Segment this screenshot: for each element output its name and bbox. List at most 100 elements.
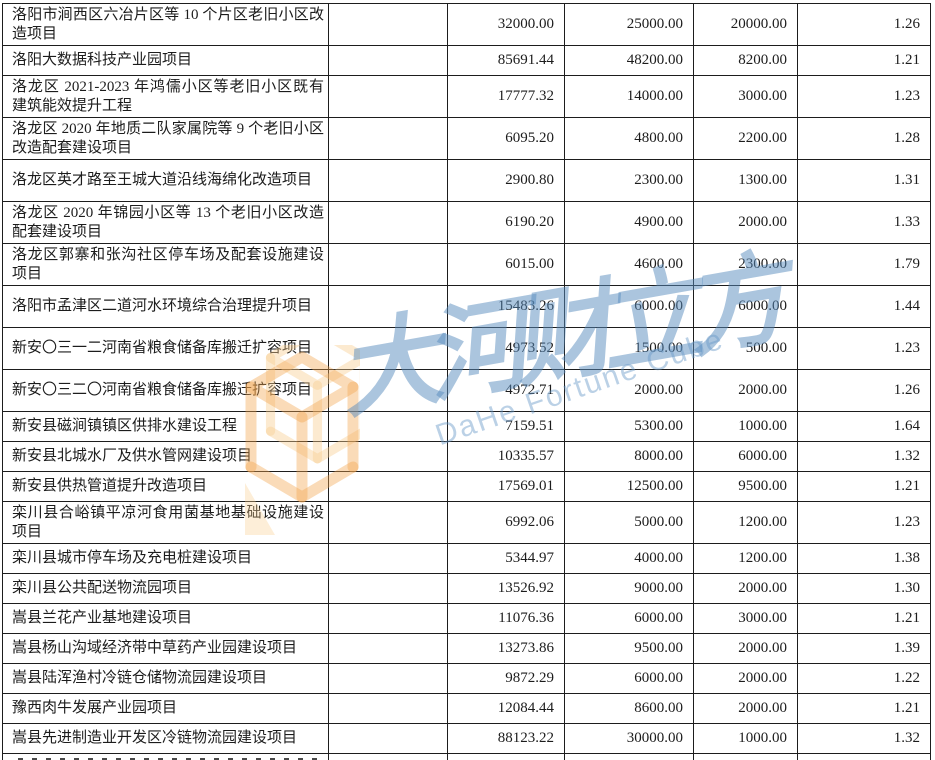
value-cell: 1500.00 — [564, 327, 694, 370]
value-cell: 9000.00 — [564, 573, 694, 604]
project-name-cell: 洛龙区 2020 年锦园小区等 13 个老旧小区改造配套建设项目 — [2, 201, 329, 244]
value-cell: 1.23 — [797, 75, 931, 118]
value-cell: 2900.80 — [447, 159, 565, 202]
table-row: 新安〇三一二河南省粮食储备库搬迁扩容项目 4973.52 1500.00 500.00… — [2, 327, 931, 370]
value-cell: 8600.00 — [564, 693, 694, 724]
table-row: 嵩县先进制造业开发区冷链物流园建设项目 88123.22 30000.00 1000.… — [2, 723, 931, 754]
table-row: 洛龙区英才路至王城大道沿线海绵化改造项目 2900.80 2300.00 1300.0… — [2, 159, 931, 202]
project-name-cell: 洛龙区 2020 年地质二队家属院等 9 个老旧小区改造配套建设项目 — [2, 117, 329, 160]
project-name-cell: 新安县磁涧镇镇区供排水建设工程 — [2, 411, 329, 442]
value-cell: 32000.00 — [447, 3, 565, 46]
value-cell: 1.28 — [797, 117, 931, 160]
value-cell: 2300.00 — [564, 159, 694, 202]
project-name-cell: 栾川县公共配送物流园项目 — [2, 573, 329, 604]
value-cell: 1.31 — [797, 159, 931, 202]
table-row: 嵩县杨山沟域经济带中草药产业园建设项目 13273.86 9500.00 2000.0… — [2, 633, 931, 664]
projects-table: 洛阳市涧西区六冶片区等 10 个片区老旧小区改造项目 32000.00 25000.… — [2, 3, 931, 760]
value-cell: 6000.00 — [564, 285, 694, 328]
value-cell: 13273.86 — [447, 633, 565, 664]
project-name-cell: 新安〇三一二河南省粮食储备库搬迁扩容项目 — [2, 327, 329, 370]
value-cell: 85691.44 — [447, 45, 565, 76]
value-cell: 5000.00 — [564, 501, 694, 544]
value-cell: 2000.00 — [693, 633, 798, 664]
value-cell: 1.33 — [797, 201, 931, 244]
value-cell: 2000.00 — [693, 369, 798, 412]
value-cell: 6000.00 — [564, 603, 694, 634]
empty-spacer-cell — [328, 543, 448, 574]
value-cell: 4600.00 — [564, 243, 694, 286]
table-row: 嵩县兰花产业基地建设项目 11076.36 6000.00 3000.00 1.21 — [2, 603, 931, 634]
value-cell: 1.23 — [797, 501, 931, 544]
value-cell: 1.39 — [797, 633, 931, 664]
value-cell: 30000.00 — [564, 723, 694, 754]
value-cell: 1.21 — [797, 603, 931, 634]
value-cell: 9500.00 — [693, 471, 798, 502]
value-cell: 2000.00 — [564, 369, 694, 412]
table-row: 洛龙区 2020 年地质二队家属院等 9 个老旧小区改造配套建设项目 6095.2… — [2, 117, 931, 160]
value-cell: 8000.00 — [564, 441, 694, 472]
value-cell: 1.21 — [797, 693, 931, 724]
value-cell: 12500.00 — [564, 471, 694, 502]
empty-spacer-cell — [328, 45, 448, 76]
value-cell: 6000.00 — [693, 285, 798, 328]
value-cell: 25000.00 — [564, 3, 694, 46]
partial-clipped-text — [2, 753, 329, 760]
table-row: 洛龙区 2021-2023 年鸿儒小区等老旧小区既有建筑能效提升工程 17777.… — [2, 75, 931, 118]
empty-spacer-cell — [328, 663, 448, 694]
empty-spacer-cell — [328, 327, 448, 370]
value-cell: 1.22 — [797, 663, 931, 694]
value-cell: 2200.00 — [693, 117, 798, 160]
project-name-cell: 洛阳大数据科技产业园项目 — [2, 45, 329, 76]
value-cell: 88123.22 — [447, 723, 565, 754]
table-row: 新安县供热管道提升改造项目 17569.01 12500.00 9500.00 1.21 — [2, 471, 931, 502]
value-cell: 2000.00 — [693, 663, 798, 694]
project-name-cell: 洛龙区 2021-2023 年鸿儒小区等老旧小区既有建筑能效提升工程 — [2, 75, 329, 118]
value-cell: 1.21 — [797, 471, 931, 502]
value-cell: 13526.92 — [447, 573, 565, 604]
table-row: 新安县北城水厂及供水管网建设项目 10335.57 8000.00 6000.00 1.… — [2, 441, 931, 472]
table-row: 洛龙区郭寨和张沟社区停车场及配套设施建设项目 6015.00 4600.00 2300… — [2, 243, 931, 286]
value-cell: 4900.00 — [564, 201, 694, 244]
value-cell: 6000.00 — [564, 663, 694, 694]
value-cell: 1000.00 — [693, 411, 798, 442]
value-cell: 3000.00 — [693, 603, 798, 634]
value-cell: 1.64 — [797, 411, 931, 442]
project-name-cell: 嵩县兰花产业基地建设项目 — [2, 603, 329, 634]
empty-spacer-cell — [328, 573, 448, 604]
value-cell: 4800.00 — [564, 117, 694, 160]
value-cell: 1.79 — [797, 243, 931, 286]
value-cell: 48200.00 — [564, 45, 694, 76]
value-cell: 17777.32 — [447, 75, 565, 118]
empty-spacer-cell — [328, 285, 448, 328]
project-name-cell: 新安〇三二〇河南省粮食储备库搬迁扩容项目 — [2, 369, 329, 412]
project-name-cell: 洛龙区英才路至王城大道沿线海绵化改造项目 — [2, 159, 329, 202]
empty-spacer-cell — [328, 159, 448, 202]
table-row: 新安〇三二〇河南省粮食储备库搬迁扩容项目 4972.71 2000.00 2000.0… — [2, 369, 931, 412]
value-cell: 1.32 — [797, 723, 931, 754]
value-cell: 2000.00 — [693, 201, 798, 244]
value-cell: 5344.97 — [447, 543, 565, 574]
empty-spacer-cell — [328, 441, 448, 472]
empty-spacer-cell — [328, 693, 448, 724]
value-cell: 1.44 — [797, 285, 931, 328]
empty-spacer-cell — [328, 369, 448, 412]
empty-spacer-cell — [328, 201, 448, 244]
value-cell: 1.26 — [797, 369, 931, 412]
value-cell: 11076.36 — [447, 603, 565, 634]
value-cell — [564, 753, 694, 760]
empty-spacer-cell — [328, 117, 448, 160]
project-name-cell: 新安县北城水厂及供水管网建设项目 — [2, 441, 329, 472]
empty-spacer-cell — [328, 603, 448, 634]
value-cell: 12084.44 — [447, 693, 565, 724]
project-name-cell: 栾川县城市停车场及充电桩建设项目 — [2, 543, 329, 574]
table-row: 栾川县城市停车场及充电桩建设项目 5344.97 4000.00 1200.00 1.3… — [2, 543, 931, 574]
empty-spacer-cell — [328, 243, 448, 286]
value-cell: 5300.00 — [564, 411, 694, 442]
project-name-cell: 栾川县合峪镇平凉河食用菌基地基础设施建设项目 — [2, 501, 329, 544]
value-cell: 1.21 — [797, 45, 931, 76]
value-cell — [797, 753, 931, 760]
value-cell: 3000.00 — [693, 75, 798, 118]
empty-spacer-cell — [328, 411, 448, 442]
value-cell: 2000.00 — [693, 693, 798, 724]
table-row: 洛阳大数据科技产业园项目 85691.44 48200.00 8200.00 1.21 — [2, 45, 931, 76]
